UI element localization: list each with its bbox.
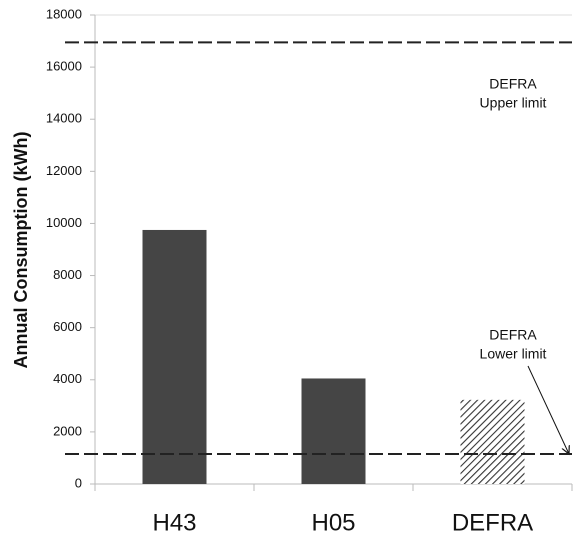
x-tick-label: H05 <box>311 509 355 535</box>
bar <box>460 399 525 484</box>
annotation: Lower limit <box>480 346 547 362</box>
y-tick-label: 10000 <box>46 215 82 230</box>
annotation: DEFRA <box>489 76 537 92</box>
y-tick-label: 2000 <box>53 423 82 438</box>
annotation-arrow <box>527 365 569 454</box>
bar <box>301 378 366 484</box>
y-tick-label: 4000 <box>53 371 82 386</box>
annotation: DEFRA <box>489 327 537 343</box>
y-tick-label: 8000 <box>53 267 82 282</box>
y-tick-label: 6000 <box>53 319 82 334</box>
annotation: Upper limit <box>480 95 547 111</box>
bar <box>142 229 207 484</box>
y-tick-label: 12000 <box>46 163 82 178</box>
y-tick-label: 18000 <box>46 6 82 21</box>
y-tick-label: 16000 <box>46 59 82 74</box>
y-axis-label: Annual Consumption (kWh) <box>11 132 31 369</box>
x-tick-label: DEFRA <box>452 509 533 535</box>
x-tick-label: H43 <box>152 509 196 535</box>
y-tick-label: 0 <box>75 475 82 490</box>
y-tick-label: 14000 <box>46 111 82 126</box>
